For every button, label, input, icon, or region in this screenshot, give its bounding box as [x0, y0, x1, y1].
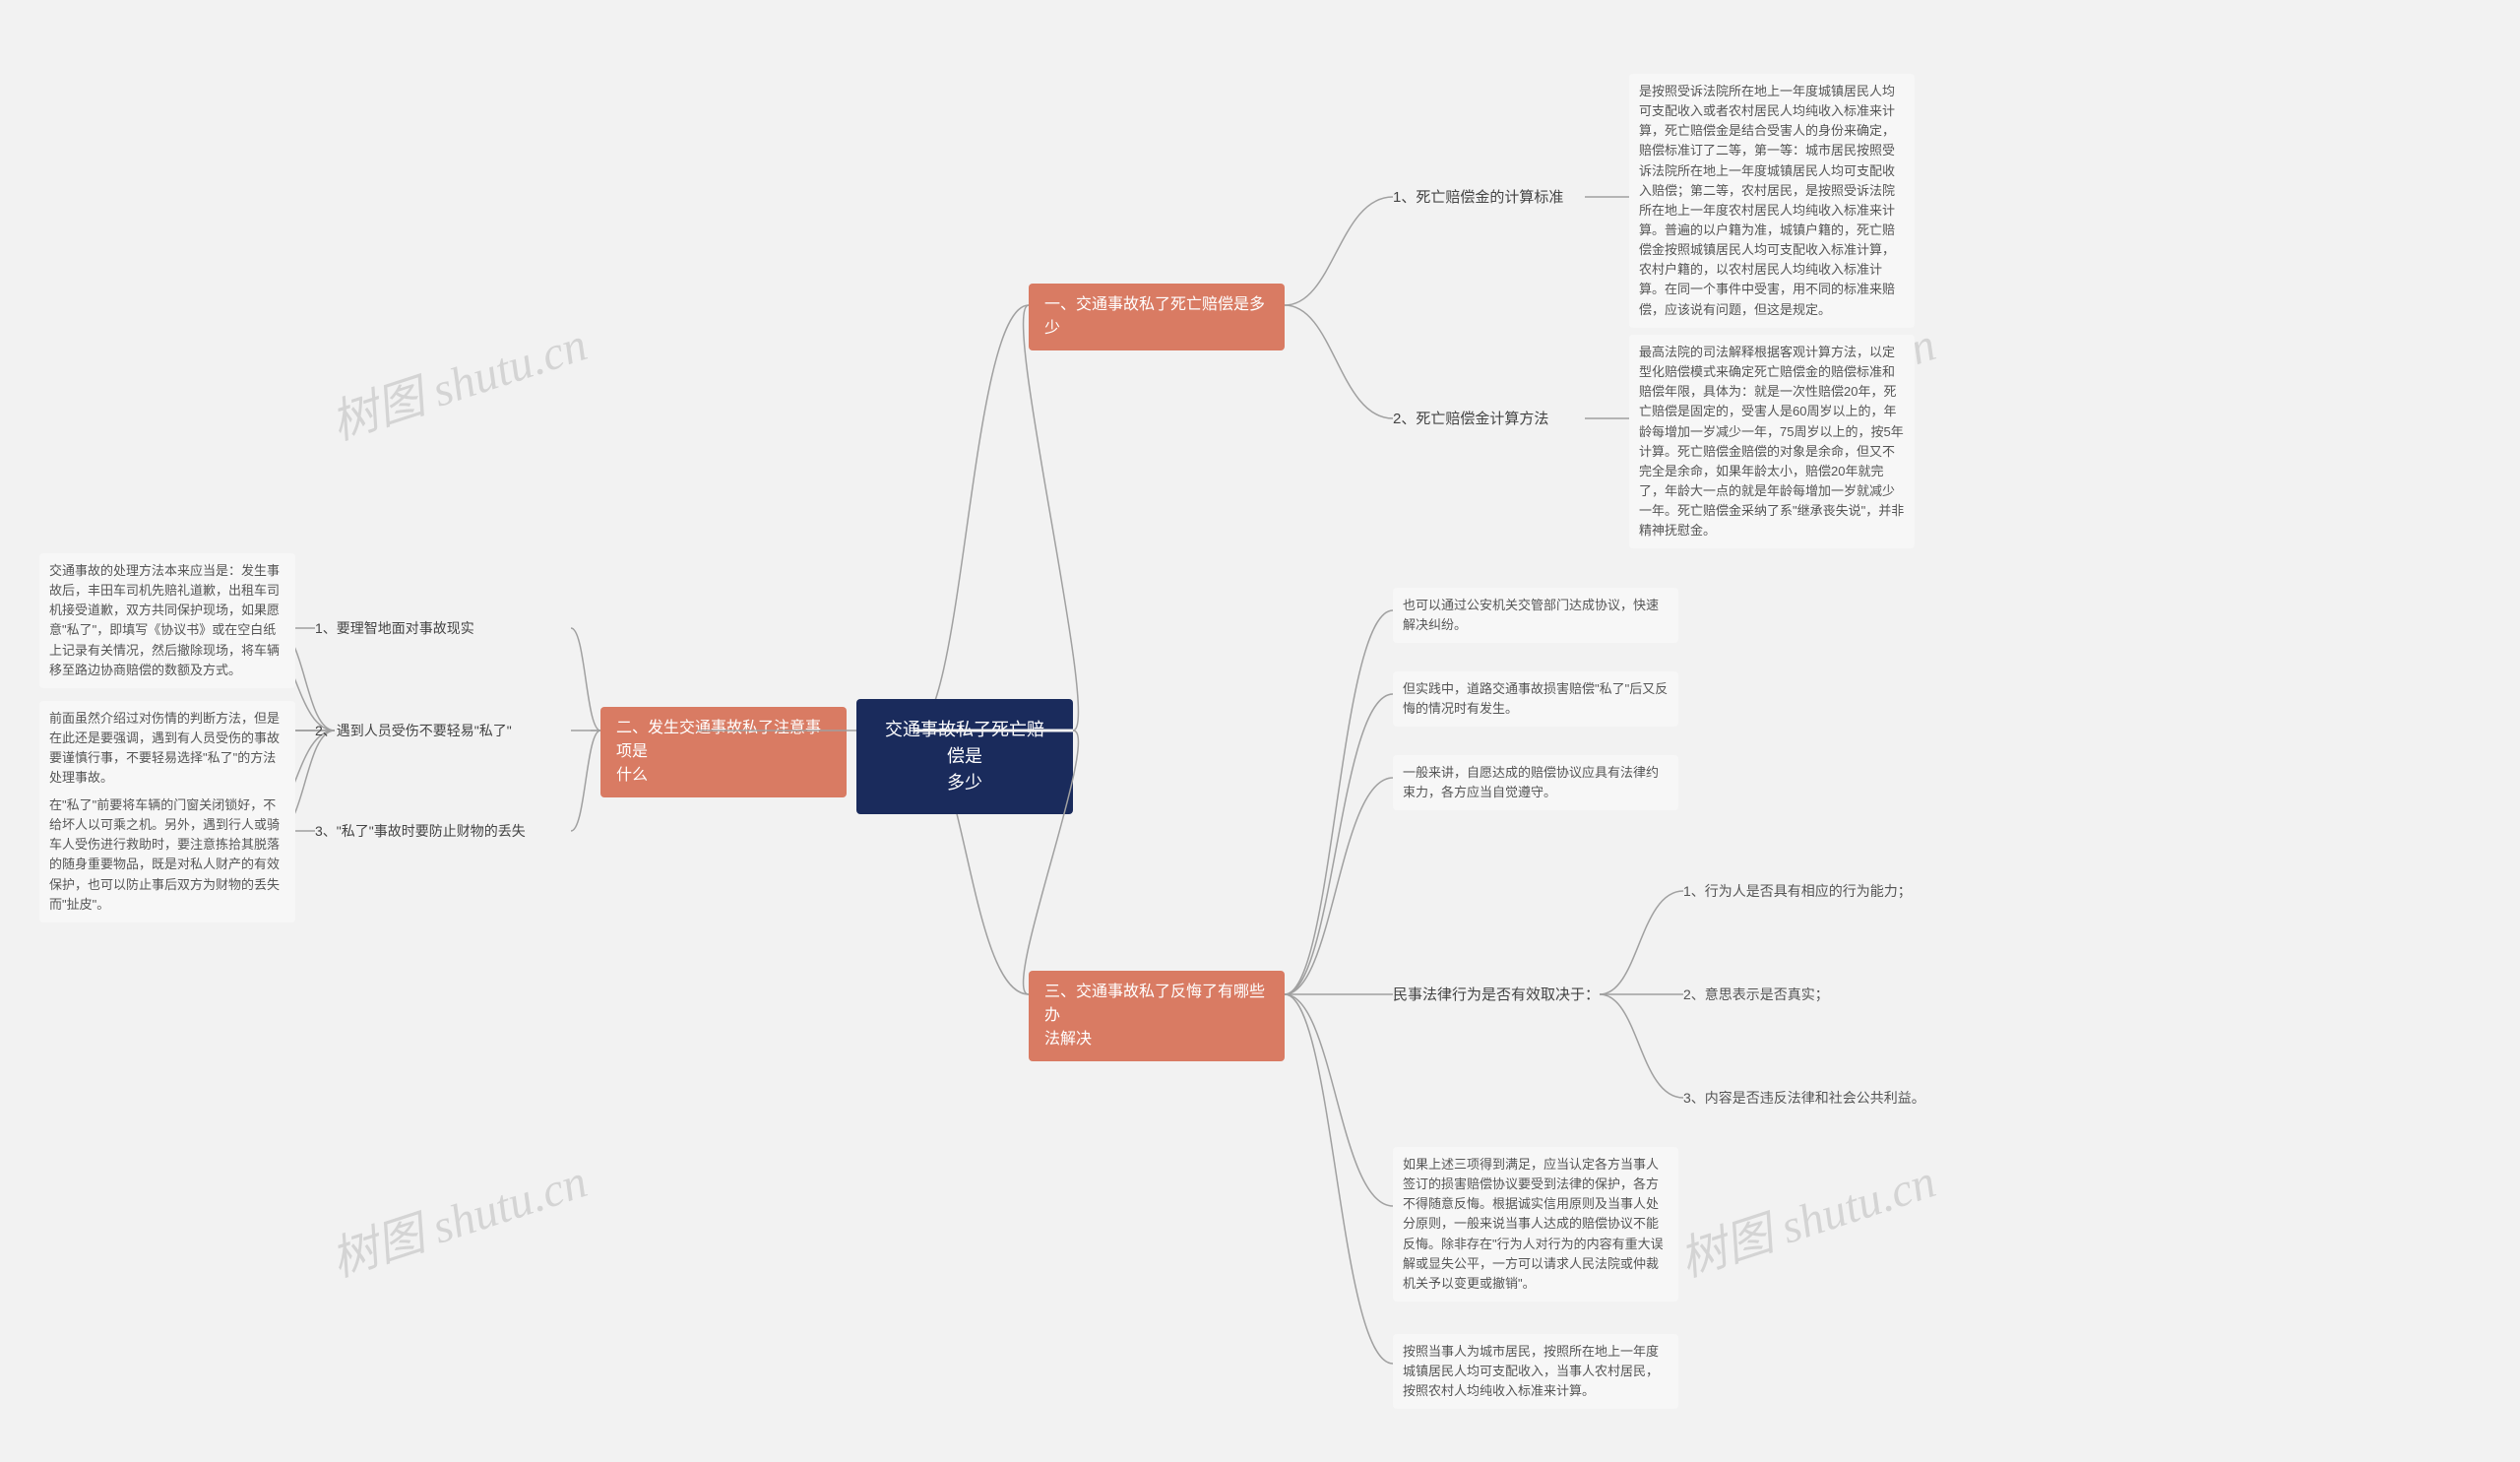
- b2-leaf-3: 在"私了"前要将车辆的门窗关闭锁好，不给坏人以可乘之机。另外，遇到行人或骑车人受…: [39, 788, 295, 922]
- branch-1[interactable]: 一、交通事故私了死亡赔偿是多少: [1029, 284, 1285, 350]
- b1-leaf-1: 是按照受诉法院所在地上一年度城镇居民人均可支配收入或者农村居民人均纯收入标准来计…: [1629, 74, 1915, 328]
- b1-sub-2[interactable]: 2、死亡赔偿金计算方法: [1393, 409, 1590, 431]
- b3-leaf-4-2: 2、意思表示是否真实；: [1683, 985, 1969, 1005]
- watermark: 树图 shutu.cn: [321, 1142, 595, 1290]
- b3-leaf-6: 按照当事人为城市居民，按照所在地上一年度城镇居民人均可支配收入，当事人农村居民，…: [1393, 1334, 1678, 1409]
- b1-sub-1[interactable]: 1、死亡赔偿金的计算标准: [1393, 187, 1590, 210]
- b3-leaf-2: 但实践中，道路交通事故损害赔偿"私了"后又反悔的情况时有发生。: [1393, 671, 1678, 727]
- branch-3[interactable]: 三、交通事故私了反悔了有哪些办 法解决: [1029, 971, 1285, 1061]
- watermark: 树图 shutu.cn: [1670, 1142, 1943, 1290]
- b3-leaf-4-1: 1、行为人是否具有相应的行为能力；: [1683, 881, 1969, 902]
- branch-2[interactable]: 二、发生交通事故私了注意事项是 什么: [600, 707, 847, 797]
- branch-3-line1: 三、交通事故私了反悔了有哪些办: [1044, 981, 1269, 1028]
- b2-sub-2b[interactable]: 2、遇到人员受伤不要轻易"私了": [315, 721, 561, 741]
- b3-leaf-5: 如果上述三项得到满足，应当认定各方当事人签订的损害赔偿协议要受到法律的保护，各方…: [1393, 1147, 1678, 1302]
- root-line2: 多少: [880, 770, 1049, 796]
- watermark: 树图 shutu.cn: [321, 305, 595, 453]
- b3-leaf-3: 一般来讲，自愿达成的赔偿协议应具有法律约束力，各方应当自觉遵守。: [1393, 755, 1678, 810]
- branch-2-line1: 二、发生交通事故私了注意事项是: [616, 717, 831, 764]
- b2-sub-3b[interactable]: 3、"私了"事故时要防止财物的丢失: [315, 821, 591, 842]
- b3-leaf-4[interactable]: 民事法律行为是否有效取决于：: [1393, 985, 1600, 1007]
- branch-3-line2: 法解决: [1044, 1028, 1269, 1051]
- root-node[interactable]: 交通事故私了死亡赔偿是 多少: [856, 699, 1073, 814]
- b3-leaf-4-3: 3、内容是否违反法律和社会公共利益。: [1683, 1088, 1969, 1109]
- b3-leaf-1: 也可以通过公安机关交管部门达成协议，快速解决纠纷。: [1393, 588, 1678, 643]
- b2-leaf-1: 交通事故的处理方法本来应当是：发生事故后，丰田车司机先赔礼道歉，出租车司机接受道…: [39, 553, 295, 688]
- b2-sub-1b[interactable]: 1、要理智地面对事故现实: [315, 618, 527, 639]
- b2-leaf-2: 前面虽然介绍过对伤情的判断方法，但是在此还是要强调，遇到有人员受伤的事故要谨慎行…: [39, 701, 295, 796]
- root-line1: 交通事故私了死亡赔偿是: [880, 717, 1049, 770]
- branch-2-line2: 什么: [616, 764, 831, 788]
- b1-leaf-2: 最高法院的司法解释根据客观计算方法，以定型化赔偿模式来确定死亡赔偿金的赔偿标准和…: [1629, 335, 1915, 548]
